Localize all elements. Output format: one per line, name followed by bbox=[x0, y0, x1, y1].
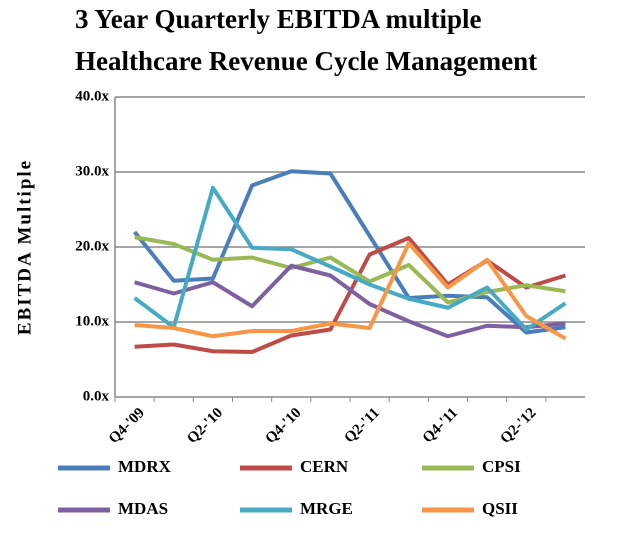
x-tick-label: Q2-'12 bbox=[498, 405, 540, 447]
series-line bbox=[133, 169, 566, 335]
x-tick-label: Q2-'11 bbox=[341, 405, 382, 446]
chart-title: 3 Year Quarterly EBITDA multiple bbox=[75, 4, 482, 34]
y-tick-label: 10.0x bbox=[75, 313, 109, 329]
chart-subtitle: Healthcare Revenue Cycle Management bbox=[75, 46, 537, 76]
legend-label: MDAS bbox=[118, 499, 168, 518]
y-axis-label: EBITDA Multiple bbox=[14, 159, 35, 335]
x-tick-label: Q4-'11 bbox=[420, 405, 461, 446]
y-tick-label: 20.0x bbox=[75, 238, 109, 254]
series-line bbox=[134, 241, 567, 341]
legend-label: CERN bbox=[300, 457, 349, 476]
legend-label: CPSI bbox=[482, 457, 521, 476]
series-line bbox=[134, 263, 566, 339]
y-tick-label: 30.0x bbox=[75, 163, 109, 179]
x-tick-label: Q2-'10 bbox=[184, 405, 226, 447]
legend-label: MRGE bbox=[300, 499, 353, 518]
x-tick-label: Q4-'10 bbox=[263, 405, 305, 447]
legend-label: MDRX bbox=[118, 457, 172, 476]
series-line bbox=[133, 185, 567, 332]
y-tick-label: 40.0x bbox=[75, 88, 109, 104]
y-tick-label: 0.0x bbox=[83, 388, 110, 404]
x-tick-label: Q4-'09 bbox=[106, 405, 148, 447]
legend-label: QSII bbox=[482, 499, 518, 518]
series-line bbox=[134, 235, 566, 305]
